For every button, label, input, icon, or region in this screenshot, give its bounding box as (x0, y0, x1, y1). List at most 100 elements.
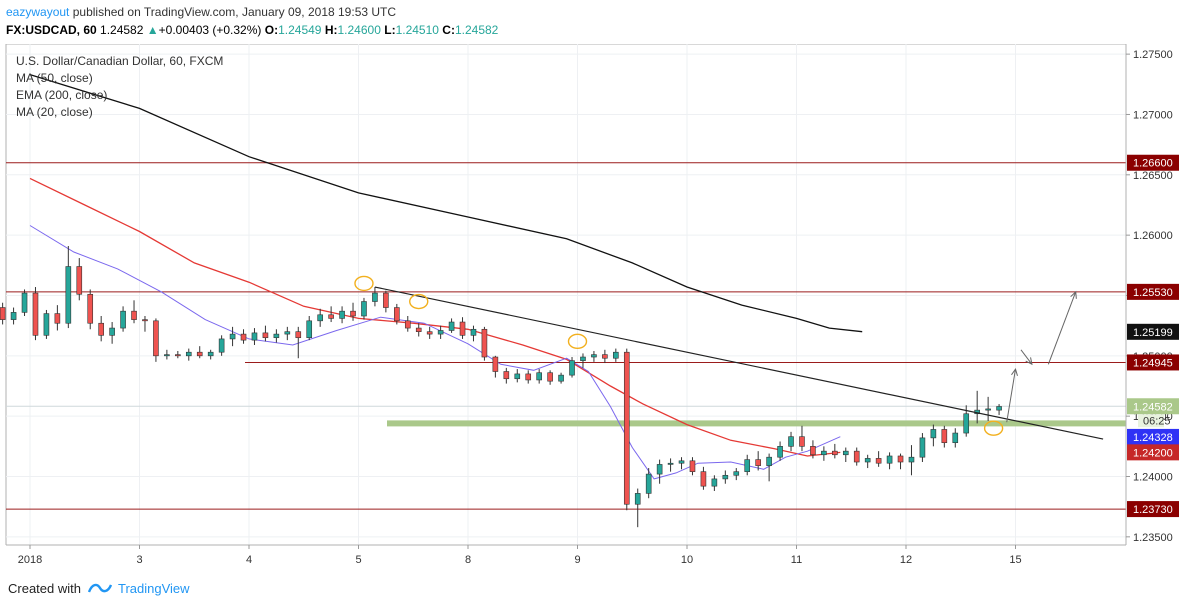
candle[interactable] (109, 327, 115, 336)
legend-ema200[interactable]: EMA (200, close) (16, 88, 108, 102)
time-axis[interactable] (0, 545, 1184, 572)
candle[interactable] (634, 493, 641, 505)
candle[interactable] (262, 332, 269, 339)
candle[interactable] (558, 374, 564, 382)
candle[interactable] (372, 292, 378, 302)
ema200-line[interactable] (29, 73, 863, 333)
candle[interactable] (317, 314, 323, 322)
candle[interactable] (65, 266, 72, 324)
candle[interactable] (284, 331, 291, 335)
candle[interactable] (196, 351, 203, 357)
candle[interactable] (711, 478, 718, 487)
candle[interactable] (10, 312, 17, 320)
candle[interactable] (853, 450, 860, 463)
candle[interactable] (98, 322, 104, 336)
trendline[interactable] (374, 286, 1104, 440)
candle[interactable] (131, 310, 137, 320)
candle[interactable] (875, 458, 882, 464)
candle[interactable] (733, 471, 740, 476)
candle[interactable] (547, 372, 553, 382)
candle[interactable] (361, 301, 367, 317)
candle[interactable] (744, 459, 751, 472)
candle[interactable] (580, 356, 586, 361)
candle[interactable] (525, 373, 532, 381)
candle[interactable] (54, 313, 61, 324)
candle[interactable] (273, 333, 280, 339)
candle[interactable] (481, 328, 488, 358)
ma50-line[interactable] (29, 177, 841, 457)
candle[interactable] (306, 320, 313, 339)
candle[interactable] (142, 319, 148, 322)
candle[interactable] (722, 474, 729, 480)
candle[interactable] (930, 429, 937, 439)
candle[interactable] (394, 307, 400, 322)
candle[interactable] (415, 327, 422, 332)
candle[interactable] (328, 314, 334, 319)
candle[interactable] (218, 338, 225, 353)
candle[interactable] (864, 458, 871, 463)
candle[interactable] (700, 471, 707, 487)
candle[interactable] (667, 462, 674, 465)
candle[interactable] (426, 331, 433, 335)
candle[interactable] (613, 351, 619, 359)
projection-arrow[interactable] (1047, 291, 1077, 365)
marker-ellipse[interactable] (409, 293, 429, 310)
marker-ellipse[interactable] (567, 333, 588, 350)
author-link[interactable]: eazywayout (6, 5, 70, 19)
ma20-line[interactable] (29, 225, 841, 480)
marker-ellipse[interactable] (983, 420, 1004, 436)
candle[interactable] (164, 354, 170, 357)
candle[interactable] (503, 371, 510, 380)
tradingview-brand-link[interactable]: TradingView (118, 581, 190, 596)
candle[interactable] (43, 313, 50, 336)
candle[interactable] (996, 406, 1002, 411)
legend-ma20[interactable]: MA (20, close) (16, 105, 93, 119)
candle[interactable] (404, 320, 411, 329)
candle[interactable] (251, 332, 258, 341)
candle[interactable] (755, 459, 761, 466)
candle[interactable] (536, 372, 542, 381)
candle[interactable] (886, 455, 893, 464)
candle[interactable] (602, 354, 608, 359)
candle[interactable] (470, 328, 477, 336)
candle[interactable] (32, 292, 39, 336)
candle[interactable] (383, 292, 389, 308)
support-band[interactable] (387, 420, 1126, 427)
candle[interactable] (591, 354, 597, 358)
candle[interactable] (810, 446, 816, 456)
candle[interactable] (777, 446, 783, 458)
candle[interactable] (0, 307, 6, 320)
candle[interactable] (645, 473, 652, 494)
candle[interactable] (492, 356, 499, 372)
candle[interactable] (153, 320, 159, 357)
marker-ellipse[interactable] (354, 275, 374, 292)
candle[interactable] (240, 333, 247, 341)
candle[interactable] (963, 413, 970, 434)
candle[interactable] (437, 330, 444, 335)
candle[interactable] (799, 436, 805, 447)
candle[interactable] (569, 360, 575, 376)
candle[interactable] (295, 331, 302, 339)
candle[interactable] (952, 432, 959, 444)
candle[interactable] (788, 436, 794, 447)
candle[interactable] (76, 266, 83, 295)
candle[interactable] (339, 310, 345, 319)
candle[interactable] (689, 460, 696, 472)
candle[interactable] (448, 321, 455, 331)
legend-ma50[interactable]: MA (50, close) (16, 71, 93, 85)
candle[interactable] (623, 351, 630, 505)
candle[interactable] (229, 333, 236, 340)
candle[interactable] (459, 321, 466, 336)
candle[interactable] (897, 455, 904, 463)
candle[interactable] (87, 293, 94, 324)
plot-area[interactable] (5, 44, 1127, 546)
candle[interactable] (21, 292, 28, 313)
candle[interactable] (175, 354, 181, 357)
candle[interactable] (678, 460, 685, 464)
candle[interactable] (350, 310, 356, 317)
candle[interactable] (919, 437, 926, 458)
candle[interactable] (766, 456, 772, 466)
candle[interactable] (832, 450, 838, 456)
projection-arrow[interactable] (1020, 349, 1033, 365)
candle[interactable] (821, 450, 827, 456)
